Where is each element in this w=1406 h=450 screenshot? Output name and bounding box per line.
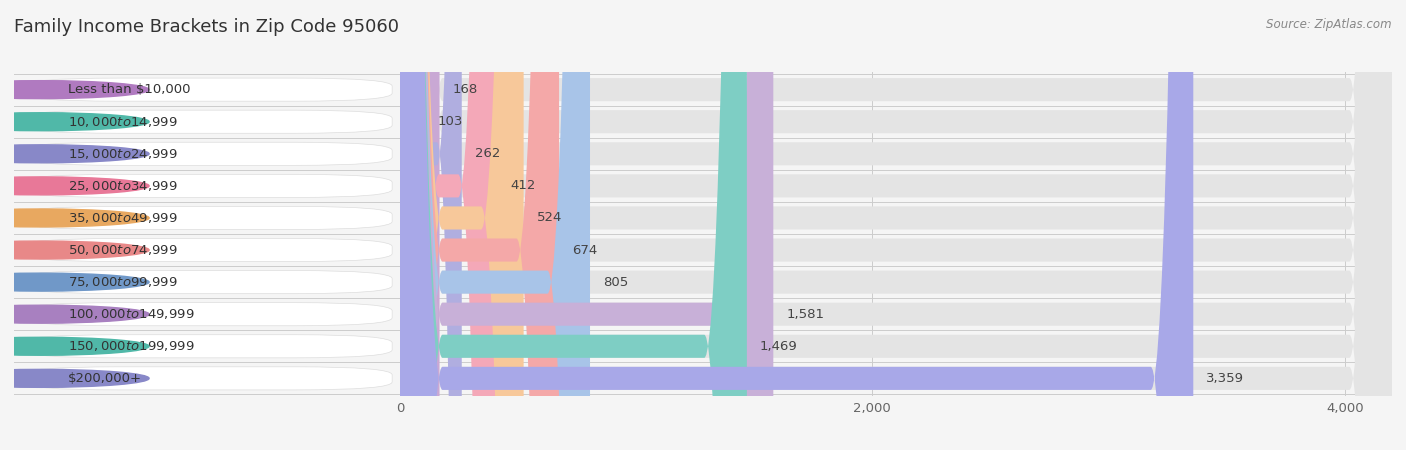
Circle shape xyxy=(0,177,149,195)
Text: Family Income Brackets in Zip Code 95060: Family Income Brackets in Zip Code 95060 xyxy=(14,18,399,36)
Text: $75,000 to $99,999: $75,000 to $99,999 xyxy=(67,275,177,289)
Text: 168: 168 xyxy=(453,83,478,96)
FancyBboxPatch shape xyxy=(399,0,1194,450)
Text: 674: 674 xyxy=(572,243,598,256)
Text: $25,000 to $34,999: $25,000 to $34,999 xyxy=(67,179,177,193)
Circle shape xyxy=(0,273,149,291)
FancyBboxPatch shape xyxy=(399,0,523,450)
FancyBboxPatch shape xyxy=(399,0,1392,450)
Text: 262: 262 xyxy=(475,147,501,160)
FancyBboxPatch shape xyxy=(21,207,392,230)
FancyBboxPatch shape xyxy=(21,335,392,358)
Circle shape xyxy=(0,369,149,387)
FancyBboxPatch shape xyxy=(399,0,1392,450)
Text: $100,000 to $149,999: $100,000 to $149,999 xyxy=(67,307,194,321)
Text: $150,000 to $199,999: $150,000 to $199,999 xyxy=(67,339,194,353)
Circle shape xyxy=(0,338,149,355)
FancyBboxPatch shape xyxy=(21,78,392,101)
FancyBboxPatch shape xyxy=(399,0,1392,450)
FancyBboxPatch shape xyxy=(399,0,1392,450)
FancyBboxPatch shape xyxy=(399,0,498,450)
Text: $35,000 to $49,999: $35,000 to $49,999 xyxy=(67,211,177,225)
Text: 1,581: 1,581 xyxy=(786,308,824,321)
FancyBboxPatch shape xyxy=(21,303,392,326)
FancyBboxPatch shape xyxy=(399,0,1392,450)
FancyBboxPatch shape xyxy=(21,367,392,390)
Text: 412: 412 xyxy=(510,180,536,193)
FancyBboxPatch shape xyxy=(399,0,440,450)
FancyBboxPatch shape xyxy=(399,0,1392,450)
FancyBboxPatch shape xyxy=(399,0,425,450)
Circle shape xyxy=(0,81,149,99)
Circle shape xyxy=(0,305,149,323)
Text: $50,000 to $74,999: $50,000 to $74,999 xyxy=(67,243,177,257)
Circle shape xyxy=(0,113,149,130)
FancyBboxPatch shape xyxy=(399,0,591,450)
FancyBboxPatch shape xyxy=(399,0,560,450)
Circle shape xyxy=(0,209,149,227)
Text: Source: ZipAtlas.com: Source: ZipAtlas.com xyxy=(1267,18,1392,31)
FancyBboxPatch shape xyxy=(21,110,392,133)
FancyBboxPatch shape xyxy=(399,0,461,450)
FancyBboxPatch shape xyxy=(21,174,392,198)
Text: $10,000 to $14,999: $10,000 to $14,999 xyxy=(67,115,177,129)
FancyBboxPatch shape xyxy=(399,0,1392,450)
FancyBboxPatch shape xyxy=(399,0,1392,450)
Circle shape xyxy=(0,145,149,163)
FancyBboxPatch shape xyxy=(399,0,1392,450)
FancyBboxPatch shape xyxy=(399,0,773,450)
Text: 524: 524 xyxy=(537,212,562,225)
Text: $200,000+: $200,000+ xyxy=(67,372,142,385)
FancyBboxPatch shape xyxy=(399,0,1392,450)
Text: 3,359: 3,359 xyxy=(1206,372,1244,385)
Text: 805: 805 xyxy=(603,275,628,288)
FancyBboxPatch shape xyxy=(21,142,392,165)
Text: $15,000 to $24,999: $15,000 to $24,999 xyxy=(67,147,177,161)
FancyBboxPatch shape xyxy=(399,0,747,450)
Text: 103: 103 xyxy=(437,115,463,128)
FancyBboxPatch shape xyxy=(21,270,392,294)
Text: 1,469: 1,469 xyxy=(759,340,797,353)
Text: Less than $10,000: Less than $10,000 xyxy=(67,83,191,96)
FancyBboxPatch shape xyxy=(21,238,392,261)
Circle shape xyxy=(0,241,149,259)
